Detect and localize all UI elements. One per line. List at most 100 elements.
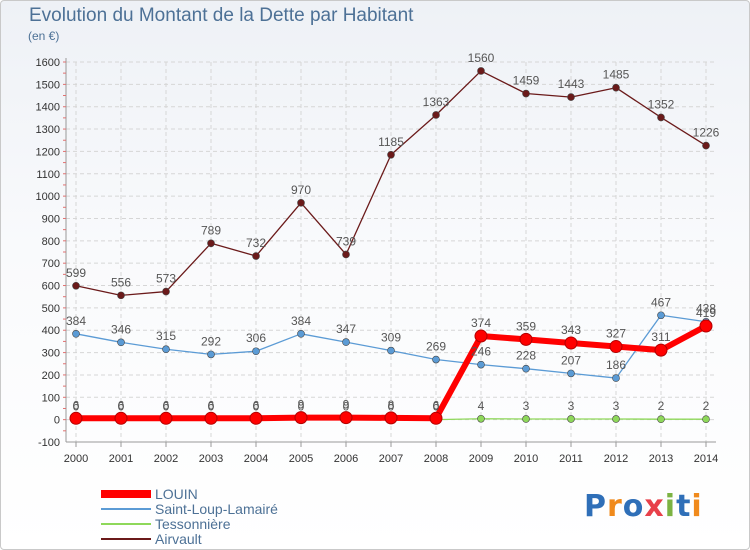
x-tick-label: 2011 xyxy=(559,453,583,465)
series xyxy=(69,67,713,425)
y-tick-label: 1300 xyxy=(36,124,60,136)
x-tick-label: 2009 xyxy=(469,453,493,465)
data-point-saint-loup-lamair- xyxy=(297,330,305,338)
data-point-airvault xyxy=(657,113,665,122)
data-label: 246 xyxy=(471,345,491,359)
data-label: 1459 xyxy=(513,74,540,88)
y-tick-label: 600 xyxy=(42,281,60,293)
data-point-saint-loup-lamair- xyxy=(162,345,170,354)
data-label: 0 xyxy=(343,400,350,414)
data-label: 970 xyxy=(291,183,311,197)
data-label: 0 xyxy=(163,400,170,414)
logo-letter: r xyxy=(607,489,623,524)
data-label: 1443 xyxy=(558,77,585,91)
data-point-airvault xyxy=(297,199,305,207)
data-label: 419 xyxy=(696,306,716,320)
data-point-louin xyxy=(114,411,128,425)
data-label: 6 xyxy=(253,398,260,412)
data-point-saint-loup-lamair- xyxy=(477,360,485,369)
logo-letter: P xyxy=(584,489,607,524)
proxiti-logo: Proxiti xyxy=(584,489,703,524)
data-label: 9 xyxy=(298,398,305,412)
y-tick-label: 100 xyxy=(42,392,60,404)
y-tick-label: 200 xyxy=(42,370,60,382)
data-point-louin xyxy=(474,329,488,343)
logo-letter: x xyxy=(644,489,665,524)
data-label: 6 xyxy=(73,398,80,412)
data-point-louin xyxy=(249,411,263,425)
data-label: 9 xyxy=(343,398,350,412)
data-label: 0 xyxy=(118,400,125,414)
data-point-louin xyxy=(384,411,398,425)
data-point-tessonni-re xyxy=(522,415,530,423)
data-label: 3 xyxy=(568,399,575,413)
data-label: 359 xyxy=(516,319,536,333)
data-label: 327 xyxy=(606,327,626,341)
data-label: 4 xyxy=(478,399,485,413)
data-point-saint-loup-lamair- xyxy=(342,338,350,346)
y-tick-label: 900 xyxy=(42,213,60,225)
data-point-saint-loup-lamair- xyxy=(432,355,440,364)
data-label: 732 xyxy=(246,236,266,250)
data-point-saint-loup-lamair- xyxy=(252,347,260,356)
legend-label: Saint-Loup-Lamairé xyxy=(155,501,278,517)
data-label: 556 xyxy=(111,275,131,289)
data-label: 384 xyxy=(66,314,86,328)
data-point-louin xyxy=(429,411,443,425)
data-point-louin xyxy=(564,336,578,350)
data-point-louin xyxy=(519,332,533,346)
data-label: 3 xyxy=(613,399,620,413)
x-tick-label: 2003 xyxy=(199,453,223,465)
data-label: 1560 xyxy=(468,51,495,65)
data-point-airvault xyxy=(342,250,350,259)
data-point-airvault xyxy=(72,281,80,290)
data-label: 8 xyxy=(388,398,395,412)
y-tick-label: 0 xyxy=(54,415,60,427)
data-point-tessonni-re xyxy=(612,415,620,423)
x-tick-label: 2012 xyxy=(604,453,628,465)
data-point-airvault xyxy=(432,111,440,119)
data-label: 343 xyxy=(561,323,581,337)
data-label: 2 xyxy=(658,399,665,413)
data-label: 438 xyxy=(696,302,716,316)
data-label: 228 xyxy=(516,349,536,363)
data-label: 0 xyxy=(388,400,395,414)
x-tick-label: 2005 xyxy=(289,453,313,465)
data-point-louin xyxy=(699,319,713,333)
y-tick-label: 300 xyxy=(42,348,60,360)
data-label: 6 xyxy=(163,398,170,412)
data-label: 384 xyxy=(291,314,311,328)
data-label: 599 xyxy=(66,266,86,280)
y-tick-label: 1400 xyxy=(36,102,60,114)
x-tick-label: 2014 xyxy=(694,453,718,465)
data-point-airvault xyxy=(567,93,575,101)
data-label: 0 xyxy=(208,400,215,414)
data-label: 6 xyxy=(433,398,440,412)
data-point-tessonni-re xyxy=(567,415,575,423)
y-tick-label: 1500 xyxy=(36,79,60,91)
data-label: 0 xyxy=(253,400,260,414)
legend-label: Airvault xyxy=(155,531,202,547)
data-point-louin xyxy=(654,343,668,357)
y-tick-label: 1600 xyxy=(36,57,60,69)
data-label: 1485 xyxy=(603,68,630,82)
data-label: 292 xyxy=(201,334,221,348)
data-point-airvault xyxy=(117,291,125,300)
y-tick-label: 800 xyxy=(42,236,60,248)
data-label: 186 xyxy=(606,358,626,372)
data-point-saint-loup-lamair- xyxy=(72,330,80,338)
data-point-tessonni-re xyxy=(477,414,485,423)
data-point-airvault xyxy=(612,83,620,92)
x-tick-label: 2010 xyxy=(514,453,538,465)
data-point-saint-loup-lamair- xyxy=(117,338,125,347)
data-label: 573 xyxy=(156,272,176,286)
data-label: 6 xyxy=(208,398,215,412)
y-tick-label: 500 xyxy=(42,303,60,315)
data-label: 269 xyxy=(426,340,446,354)
x-tick-label: 2000 xyxy=(64,453,88,465)
x-tick-label: 2002 xyxy=(154,453,178,465)
data-label: 347 xyxy=(336,322,356,336)
data-label: 207 xyxy=(561,353,581,367)
data-point-saint-loup-lamair- xyxy=(567,369,575,378)
data-point-airvault xyxy=(702,141,710,150)
